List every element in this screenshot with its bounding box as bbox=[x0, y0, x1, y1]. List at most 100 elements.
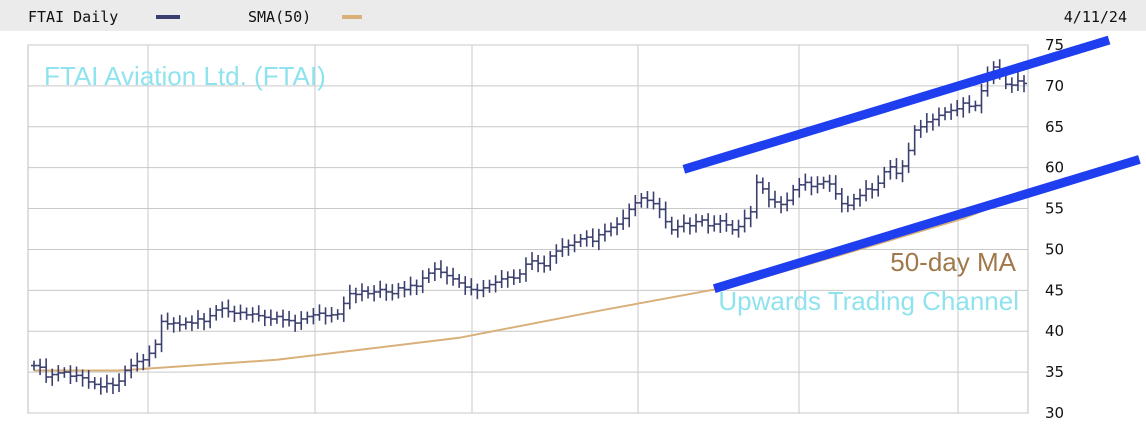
price-bar bbox=[875, 175, 882, 197]
price-bar bbox=[444, 266, 451, 285]
price-bar bbox=[401, 281, 408, 298]
price-bar bbox=[948, 103, 955, 120]
price-bar bbox=[437, 260, 444, 279]
price-bar bbox=[243, 307, 250, 320]
price-bar bbox=[182, 317, 189, 330]
price-bar bbox=[358, 283, 365, 302]
price-bar bbox=[650, 191, 657, 210]
price-bar bbox=[91, 377, 98, 390]
price-bar bbox=[377, 280, 384, 298]
price-bar bbox=[632, 194, 639, 217]
price-bar bbox=[146, 345, 153, 367]
price-bar bbox=[547, 251, 554, 271]
price-bar bbox=[917, 119, 924, 138]
price-bar bbox=[577, 233, 584, 247]
price-bar bbox=[729, 220, 736, 235]
price-bar bbox=[407, 276, 414, 296]
price-bar bbox=[383, 283, 390, 301]
price-bar bbox=[340, 296, 347, 322]
price-bar bbox=[480, 280, 487, 298]
price-bar bbox=[450, 267, 457, 286]
price-bar bbox=[61, 367, 68, 378]
price-bar bbox=[674, 219, 681, 238]
series-legend-label: FTAI Daily bbox=[28, 8, 118, 26]
price-bar bbox=[796, 177, 803, 198]
price-bar bbox=[1008, 77, 1015, 93]
price-bar bbox=[693, 213, 700, 233]
price-bar bbox=[280, 309, 287, 328]
price-bar bbox=[292, 314, 299, 332]
price-bar bbox=[857, 188, 864, 207]
price-bar bbox=[140, 353, 147, 371]
price-bar bbox=[626, 203, 633, 228]
price-bar bbox=[668, 216, 675, 235]
price-bar bbox=[802, 173, 809, 191]
price-bar bbox=[1021, 75, 1027, 93]
price-bar bbox=[595, 228, 602, 251]
price-bar bbox=[419, 270, 426, 294]
price-bar bbox=[784, 192, 791, 212]
price-bar bbox=[231, 305, 238, 323]
price-bar bbox=[109, 377, 116, 395]
price-bar bbox=[273, 311, 280, 324]
chart-title-annotation: FTAI Aviation Ltd. (FTAI) bbox=[44, 61, 326, 91]
price-bar bbox=[863, 180, 870, 202]
price-bar bbox=[286, 310, 293, 327]
price-bar bbox=[972, 100, 979, 112]
ma-annotation: 50-day MA bbox=[890, 247, 1016, 277]
sma-legend-swatch bbox=[342, 15, 362, 19]
y-tick-label: 60 bbox=[1045, 159, 1064, 177]
price-bar bbox=[1014, 72, 1021, 91]
price-bar bbox=[304, 311, 311, 324]
price-bar bbox=[158, 314, 165, 353]
header-date: 4/11/24 bbox=[1064, 8, 1127, 26]
price-bar bbox=[935, 107, 942, 127]
price-bar bbox=[468, 278, 475, 296]
price-bar bbox=[261, 309, 268, 327]
price-bar bbox=[73, 366, 80, 383]
price-bar bbox=[826, 174, 833, 192]
price-bar bbox=[346, 284, 353, 310]
price-bar bbox=[310, 307, 317, 325]
price-bar bbox=[978, 83, 985, 114]
y-tick-label: 30 bbox=[1045, 404, 1064, 422]
price-bar bbox=[516, 269, 523, 283]
price-bar bbox=[334, 309, 341, 320]
price-bar bbox=[638, 193, 645, 208]
price-bar bbox=[771, 190, 778, 208]
y-tick-label: 55 bbox=[1045, 200, 1064, 218]
price-bar bbox=[735, 219, 742, 238]
y-tick-label: 45 bbox=[1045, 281, 1064, 299]
price-bar bbox=[128, 358, 135, 379]
channel-lower-line bbox=[712, 155, 1141, 294]
price-bar bbox=[887, 159, 894, 180]
price-bar bbox=[134, 352, 141, 372]
price-bar bbox=[352, 287, 359, 304]
price-bar bbox=[565, 239, 572, 256]
price-bar bbox=[164, 312, 171, 330]
price-bar bbox=[395, 282, 402, 299]
price-bar bbox=[844, 195, 851, 213]
price-bar bbox=[747, 205, 754, 228]
price-bar bbox=[213, 305, 220, 321]
price-bar bbox=[504, 271, 511, 288]
price-bar bbox=[662, 201, 669, 229]
price-bar bbox=[911, 125, 918, 156]
price-bar bbox=[553, 244, 560, 264]
price-bar bbox=[456, 273, 463, 288]
price-bar bbox=[869, 183, 876, 199]
price-bar bbox=[583, 230, 590, 247]
price-bar bbox=[765, 182, 772, 208]
price-bar bbox=[237, 304, 244, 321]
price-bar bbox=[741, 209, 748, 233]
price-bar bbox=[699, 215, 706, 227]
channel-upper-line bbox=[682, 35, 1111, 174]
price-bars bbox=[31, 59, 1027, 395]
price-bar bbox=[328, 307, 335, 323]
price-bar bbox=[79, 369, 86, 387]
price-bar bbox=[413, 279, 420, 296]
price-bar bbox=[474, 283, 481, 300]
price-bar bbox=[966, 95, 973, 114]
